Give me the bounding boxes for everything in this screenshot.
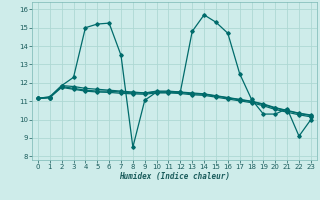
X-axis label: Humidex (Indice chaleur): Humidex (Indice chaleur)	[119, 172, 230, 181]
